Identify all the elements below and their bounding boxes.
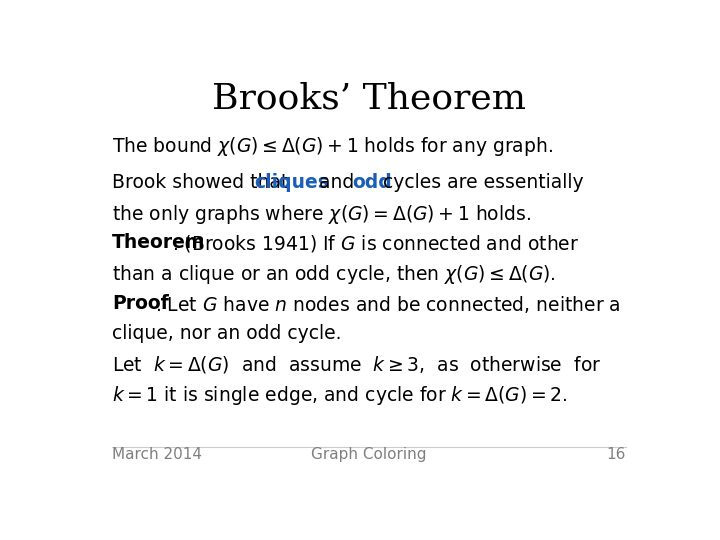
Bar xyxy=(657,15,667,26)
FancyBboxPatch shape xyxy=(643,62,685,70)
Text: odd: odd xyxy=(352,173,392,192)
Text: . (Brooks 1941) If $G$ is connected and other: . (Brooks 1941) If $G$ is connected and … xyxy=(172,233,580,254)
Text: cliques: cliques xyxy=(255,173,330,192)
Text: Graph Coloring: Graph Coloring xyxy=(311,447,427,462)
Bar xyxy=(656,35,668,62)
Text: Brooks’ Theorem: Brooks’ Theorem xyxy=(212,81,526,115)
Text: The bound $\chi(G) \leq \Delta(G) + 1$ holds for any graph.: The bound $\chi(G) \leq \Delta(G) + 1$ h… xyxy=(112,136,554,158)
Text: 16: 16 xyxy=(606,447,626,462)
Text: the only graphs where $\chi(G) = \Delta(G) + 1$ holds.: the only graphs where $\chi(G) = \Delta(… xyxy=(112,203,531,226)
Text: Proof: Proof xyxy=(112,294,169,313)
Text: than a clique or an odd cycle, then $\chi(G) \leq \Delta(G)$.: than a clique or an odd cycle, then $\ch… xyxy=(112,263,556,286)
Text: Theorem: Theorem xyxy=(112,233,206,252)
Text: $k = 1$ it is single edge, and cycle for $k = \Delta(G) = 2$.: $k = 1$ it is single edge, and cycle for… xyxy=(112,384,568,407)
Text: Let  $k = \Delta(G)$  and  assume  $k \geq 3$,  as  otherwise  for: Let $k = \Delta(G)$ and assume $k \geq 3… xyxy=(112,354,602,375)
Text: cycles are essentially: cycles are essentially xyxy=(377,173,584,192)
Text: and: and xyxy=(312,173,360,192)
Text: Brook showed that: Brook showed that xyxy=(112,173,294,192)
FancyArrow shape xyxy=(617,31,647,51)
Text: clique, nor an odd cycle.: clique, nor an odd cycle. xyxy=(112,324,342,343)
Text: March 2014: March 2014 xyxy=(112,447,202,462)
Text: . Let $G$ have $n$ nodes and be connected, neither a: . Let $G$ have $n$ nodes and be connecte… xyxy=(155,294,621,315)
FancyBboxPatch shape xyxy=(644,24,685,38)
